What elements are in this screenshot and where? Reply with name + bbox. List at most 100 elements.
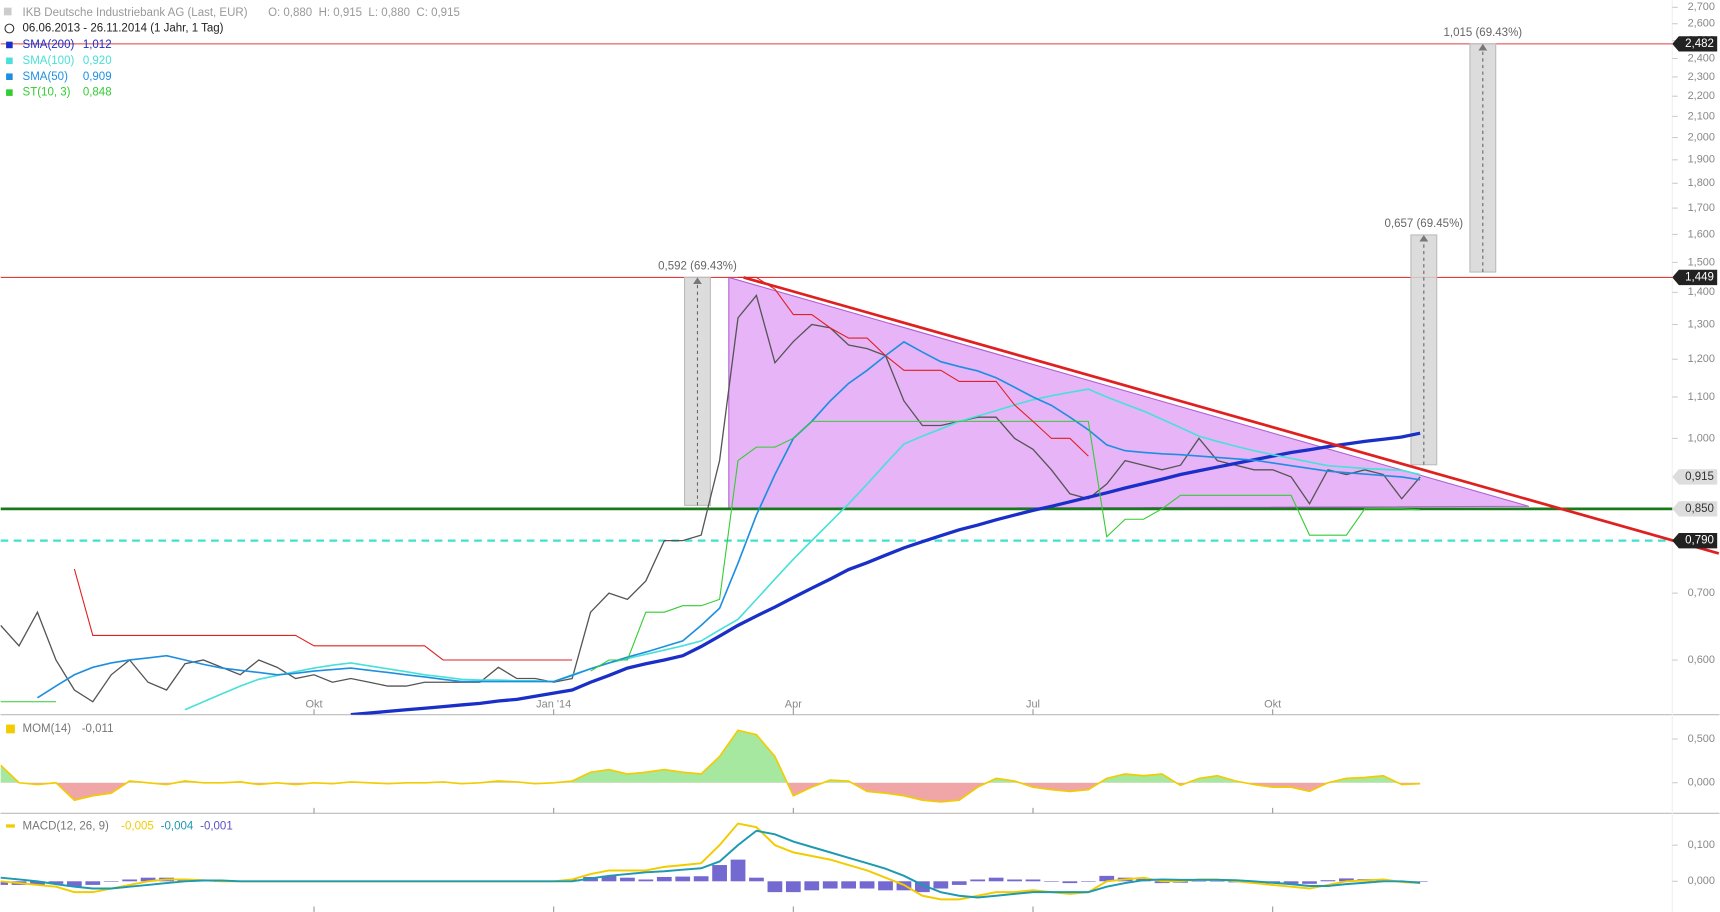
histogram-bar bbox=[1209, 880, 1225, 882]
momentum-panel bbox=[0, 729, 1421, 803]
icon bbox=[3, 7, 12, 16]
histogram-bar bbox=[1044, 881, 1059, 882]
price-badge-label: 1,449 bbox=[1685, 271, 1714, 283]
histogram-bar bbox=[749, 877, 764, 882]
histogram-bar bbox=[66, 881, 82, 887]
histogram-bar bbox=[30, 881, 45, 885]
histogram-bar bbox=[767, 881, 783, 893]
legend-value: -0,001 bbox=[200, 821, 233, 833]
arrow-head bbox=[1419, 234, 1429, 242]
x-tick-label: Jul bbox=[1026, 699, 1040, 711]
legend-value: 0,909 bbox=[83, 71, 112, 83]
arrow-head bbox=[693, 277, 702, 284]
y-tick-label: 1,300 bbox=[1688, 318, 1715, 330]
x-tick-label: Okt bbox=[1264, 699, 1281, 711]
chart-title: IKB Deutsche Industriebank AG (Last, EUR… bbox=[23, 7, 248, 19]
y-tick-label: 2,700 bbox=[1688, 1, 1715, 13]
histogram-bar bbox=[915, 881, 930, 893]
price-badge bbox=[1672, 501, 1718, 517]
histogram-bar bbox=[1191, 880, 1207, 882]
histogram-bar bbox=[638, 879, 654, 882]
y-tick-label: 2,600 bbox=[1688, 18, 1715, 30]
triangle-pattern bbox=[728, 276, 1530, 510]
y-tick-label: 1,400 bbox=[1688, 286, 1715, 298]
histogram-bar bbox=[656, 876, 672, 882]
histogram-bar bbox=[730, 859, 746, 882]
histogram-bar bbox=[122, 879, 138, 882]
legend-swatch bbox=[6, 41, 13, 49]
histogram-bar bbox=[1099, 875, 1115, 882]
histogram-bar bbox=[1007, 879, 1022, 882]
y-tick-label: 2,300 bbox=[1688, 71, 1715, 83]
measure-label: 0,592 (69.43%) bbox=[658, 260, 737, 272]
y-tick-label: 0,000 bbox=[1688, 875, 1715, 887]
y-tick-label: 0,700 bbox=[1688, 587, 1715, 599]
y-tick-label: 2,100 bbox=[1688, 110, 1715, 122]
indicator-line bbox=[37, 340, 1421, 699]
legend-value: 0,920 bbox=[83, 55, 112, 67]
legend-value: -0,004 bbox=[161, 821, 194, 833]
price-badge-label: 0,850 bbox=[1685, 503, 1714, 515]
y-tick-label: 1,900 bbox=[1688, 154, 1715, 166]
histogram-bar bbox=[1302, 881, 1317, 884]
histogram-bar bbox=[712, 865, 727, 882]
histogram-bar bbox=[933, 881, 949, 889]
price-badge-label: 2,482 bbox=[1685, 38, 1714, 50]
legend-label: SMA(100) bbox=[23, 55, 75, 67]
histogram-bar bbox=[620, 877, 635, 882]
price-badge-label: 0,790 bbox=[1685, 535, 1714, 547]
x-tick-label: Apr bbox=[785, 699, 802, 711]
y-tick-label: 0,600 bbox=[1688, 654, 1715, 666]
momentum-area-negative bbox=[0, 782, 1421, 802]
histogram-bar bbox=[140, 877, 156, 882]
histogram-bar bbox=[0, 881, 8, 885]
price-badge bbox=[1672, 469, 1718, 485]
legend-swatch bbox=[6, 73, 13, 81]
histogram-bar bbox=[1412, 881, 1428, 882]
indicator-line bbox=[73, 276, 1089, 661]
measure-label: 0,657 (69.45%) bbox=[1385, 218, 1464, 230]
indicator-line bbox=[184, 388, 1421, 711]
histogram-bar bbox=[1339, 878, 1354, 882]
legend-value: 1,012 bbox=[83, 39, 112, 51]
measure-label: 1,015 (69.43%) bbox=[1443, 27, 1522, 39]
header: IKB Deutsche Industriebank AG (Last, EUR… bbox=[3, 7, 460, 35]
histogram-bar bbox=[804, 881, 820, 891]
momentum-line bbox=[0, 729, 1421, 803]
trendline bbox=[743, 276, 1720, 555]
legend-swatch bbox=[6, 824, 15, 828]
macd-line bbox=[0, 822, 1421, 901]
price-line bbox=[0, 294, 1421, 703]
histogram-bar bbox=[841, 881, 857, 889]
legend-value: 0,848 bbox=[83, 87, 112, 99]
indicator-line bbox=[0, 420, 1421, 703]
price-panel bbox=[0, 43, 1720, 715]
price-badge bbox=[1672, 36, 1718, 52]
y-tick-label: 1,100 bbox=[1688, 391, 1715, 403]
histogram-bar bbox=[693, 876, 709, 882]
y-tick-label: 0,100 bbox=[1688, 839, 1715, 851]
histogram-bar bbox=[1283, 881, 1299, 884]
histogram-bar bbox=[601, 875, 617, 882]
legend-value: -0,005 bbox=[121, 821, 154, 833]
legend-label: MACD(12, 26, 9) bbox=[23, 821, 109, 833]
y-tick-label: 1,200 bbox=[1688, 353, 1715, 365]
histogram-bar bbox=[675, 876, 691, 882]
y-tick-label: 1,000 bbox=[1688, 432, 1715, 444]
legend-value: -0,011 bbox=[82, 723, 114, 735]
clock-icon bbox=[4, 23, 15, 34]
y-tick-label: 2,400 bbox=[1688, 52, 1715, 64]
y-tick-label: 0,500 bbox=[1688, 733, 1715, 745]
y-tick-label: 1,500 bbox=[1688, 256, 1715, 268]
y-tick-label: 0,000 bbox=[1688, 777, 1715, 789]
histogram-bar bbox=[970, 879, 986, 882]
arrow-head bbox=[1478, 43, 1488, 51]
histogram-bar bbox=[1062, 881, 1078, 884]
legend-label: SMA(200) bbox=[23, 39, 75, 51]
legend-swatch bbox=[6, 89, 13, 96]
legend-swatch bbox=[6, 57, 13, 65]
y-tick-label: 2,200 bbox=[1688, 90, 1715, 102]
histogram-bar bbox=[1320, 880, 1336, 882]
